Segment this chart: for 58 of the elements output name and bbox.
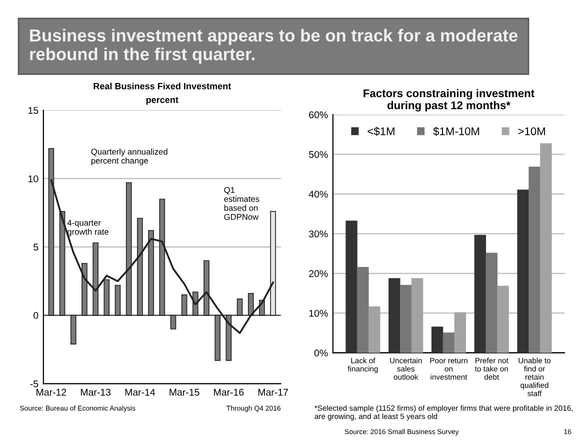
bar [528, 166, 540, 353]
bar [357, 267, 369, 353]
y-tick-label: -5 [30, 380, 38, 388]
bar [400, 284, 412, 353]
bar [474, 234, 486, 353]
bar [170, 314, 176, 330]
bar [346, 220, 358, 353]
bar [114, 284, 121, 316]
y-tick-label: 40% [308, 190, 328, 198]
bar [454, 312, 466, 353]
y-tick-label: 10% [309, 310, 328, 317]
legend-label: <$1M [368, 126, 394, 136]
y-tick-label: 5 [34, 244, 38, 251]
bar [181, 294, 188, 316]
bar [486, 252, 498, 353]
y-tick-label: 60% [309, 111, 328, 118]
bar [126, 182, 132, 316]
bar [517, 190, 529, 353]
x-tick-label: Mar-16 [214, 388, 244, 396]
bar [497, 286, 509, 353]
bar [159, 198, 166, 316]
bar [411, 278, 424, 353]
bar [442, 332, 455, 353]
bar [82, 262, 88, 316]
bar [204, 260, 210, 316]
bar [70, 314, 76, 344]
x-tick-label: Mar-12 [36, 388, 66, 396]
bar [368, 306, 380, 353]
bar [137, 218, 143, 316]
text: Business investment appears to be on track for a moderate rebound in the first quarter. [30, 28, 518, 64]
bar [59, 210, 66, 316]
annotation: 4-quarter growth rate [67, 220, 108, 236]
bar [388, 278, 400, 353]
y-tick-label: 0% [314, 350, 328, 356]
bar [92, 242, 98, 316]
bar [431, 326, 444, 353]
x-tick-label: Mar-14 [125, 388, 156, 396]
x-tick-label: Mar-13 [80, 388, 111, 396]
bar [540, 143, 552, 353]
y-tick-label: 15 [28, 107, 38, 114]
chart-title: Real Business Fixed Investment [94, 82, 231, 90]
annotation: Q1 estimates based on GDPNow [224, 187, 260, 220]
bar [248, 293, 254, 316]
y-tick-label: 50% [308, 151, 328, 158]
x-tick-label: Mar-17 [258, 388, 288, 396]
y-tick-label: 20% [309, 270, 328, 278]
chart-subtitle: percent [146, 97, 178, 105]
y-tick-label: 10 [28, 175, 38, 182]
bar [104, 279, 110, 316]
legend-label: $1M-10M [433, 126, 480, 136]
annotation: Quarterly annualized percent change [91, 148, 168, 166]
x-tick-label: Mar-15 [170, 388, 200, 396]
bar [148, 230, 154, 316]
bar [236, 298, 243, 316]
chart-title: Factors constraining investment during past 12 months* [364, 89, 534, 112]
y-tick-label: 0 [34, 312, 38, 319]
y-tick-label: 30% [308, 230, 328, 238]
legend-label: >10M [518, 127, 545, 136]
